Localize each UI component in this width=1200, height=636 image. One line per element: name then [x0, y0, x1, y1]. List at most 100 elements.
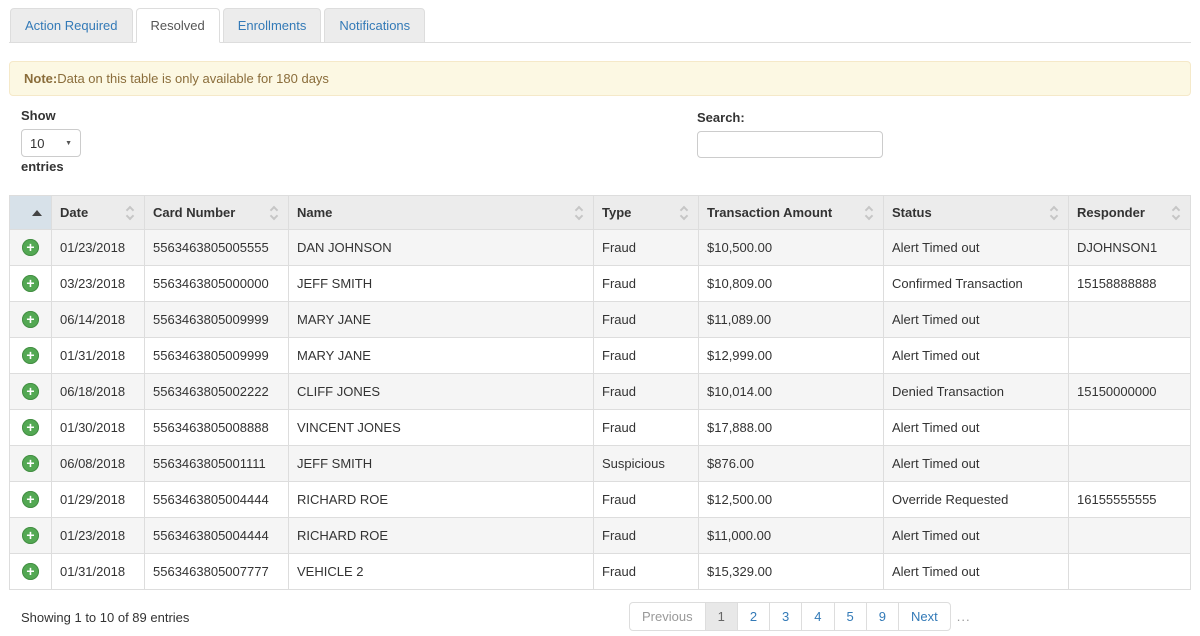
cell-responder: 16155555555	[1069, 482, 1191, 518]
cell-date: 01/31/2018	[52, 338, 145, 374]
cell-status: Override Requested	[884, 482, 1069, 518]
plus-circle-icon[interactable]: +	[22, 563, 39, 580]
cell-date: 01/31/2018	[52, 554, 145, 590]
column-header-label: Card Number	[153, 205, 235, 220]
column-header-name[interactable]: Name	[289, 196, 594, 230]
row-expand-cell: +	[10, 338, 52, 374]
row-expand-cell: +	[10, 482, 52, 518]
previous-page-button[interactable]: Previous	[629, 602, 706, 631]
column-header-status[interactable]: Status	[884, 196, 1069, 230]
showing-entries-text: Showing 1 to 10 of 89 entries	[9, 602, 1191, 633]
sort-icon	[269, 205, 281, 221]
row-expand-cell: +	[10, 446, 52, 482]
cell-date: 01/23/2018	[52, 518, 145, 554]
cell-date: 06/14/2018	[52, 302, 145, 338]
cell-status: Alert Timed out	[884, 338, 1069, 374]
pagination: Previous123459Next...	[630, 602, 971, 631]
column-header-label: Date	[60, 205, 88, 220]
page-button-1[interactable]: 1	[705, 602, 738, 631]
next-page-button[interactable]: Next	[898, 602, 951, 631]
row-expand-cell: +	[10, 410, 52, 446]
column-header-card-number[interactable]: Card Number	[145, 196, 289, 230]
cell-card-number: 5563463805004444	[145, 482, 289, 518]
table-row: +01/31/20185563463805007777VEHICLE 2Frau…	[10, 554, 1191, 590]
cell-status: Alert Timed out	[884, 410, 1069, 446]
column-header-transaction-amount[interactable]: Transaction Amount	[699, 196, 884, 230]
column-header-type[interactable]: Type	[594, 196, 699, 230]
cell-name: MARY JANE	[289, 302, 594, 338]
cell-responder	[1069, 554, 1191, 590]
page-button-4[interactable]: 4	[801, 602, 834, 631]
row-expand-cell: +	[10, 554, 52, 590]
cell-type: Fraud	[594, 266, 699, 302]
cell-responder: 15150000000	[1069, 374, 1191, 410]
column-header-date[interactable]: Date	[52, 196, 145, 230]
column-header-label: Responder	[1077, 205, 1145, 220]
table-row: +01/31/20185563463805009999MARY JANEFrau…	[10, 338, 1191, 374]
cell-transaction-amount: $10,809.00	[699, 266, 884, 302]
table-row: +06/14/20185563463805009999MARY JANEFrau…	[10, 302, 1191, 338]
tab-enrollments[interactable]: Enrollments	[223, 8, 322, 43]
cell-status: Alert Timed out	[884, 554, 1069, 590]
cell-name: RICHARD ROE	[289, 482, 594, 518]
plus-circle-icon[interactable]: +	[22, 347, 39, 364]
cell-responder	[1069, 410, 1191, 446]
cell-card-number: 5563463805005555	[145, 230, 289, 266]
plus-circle-icon[interactable]: +	[22, 527, 39, 544]
cell-date: 06/08/2018	[52, 446, 145, 482]
page-size-select[interactable]: 10 ▼	[21, 129, 81, 157]
cell-status: Alert Timed out	[884, 302, 1069, 338]
cell-type: Suspicious	[594, 446, 699, 482]
cell-name: VINCENT JONES	[289, 410, 594, 446]
cell-responder: DJOHNSON1	[1069, 230, 1191, 266]
page-button-3[interactable]: 3	[769, 602, 802, 631]
table-row: +01/23/20185563463805004444RICHARD ROEFr…	[10, 518, 1191, 554]
note-text: Data on this table is only available for…	[57, 71, 329, 86]
sort-down-arrow	[126, 211, 134, 219]
table-footer: Showing 1 to 10 of 89 entries Previous12…	[9, 602, 1191, 636]
cell-date: 01/29/2018	[52, 482, 145, 518]
page: Action RequiredResolvedEnrollmentsNotifi…	[0, 0, 1200, 636]
cell-card-number: 5563463805007777	[145, 554, 289, 590]
entries-label: entries	[21, 159, 1191, 174]
page-button-5[interactable]: 5	[834, 602, 867, 631]
sort-control-column-header[interactable]	[10, 196, 52, 230]
cell-status: Alert Timed out	[884, 446, 1069, 482]
cell-card-number: 5563463805009999	[145, 338, 289, 374]
page-button-2[interactable]: 2	[737, 602, 770, 631]
column-header-label: Type	[602, 205, 631, 220]
column-header-label: Transaction Amount	[707, 205, 832, 220]
show-entries-control: Show 10 ▼ entries	[21, 108, 1191, 174]
table-row: +06/18/20185563463805002222CLIFF JONESFr…	[10, 374, 1191, 410]
row-expand-cell: +	[10, 302, 52, 338]
cell-transaction-amount: $12,999.00	[699, 338, 884, 374]
results-table: Date Card Number Name Type Transaction Amoun…	[9, 195, 1191, 590]
cell-transaction-amount: $10,014.00	[699, 374, 884, 410]
cell-transaction-amount: $876.00	[699, 446, 884, 482]
plus-circle-icon[interactable]: +	[22, 239, 39, 256]
plus-circle-icon[interactable]: +	[22, 455, 39, 472]
tab-resolved[interactable]: Resolved	[136, 8, 220, 43]
cell-responder	[1069, 302, 1191, 338]
tab-action-required[interactable]: Action Required	[10, 8, 133, 43]
cell-status: Alert Timed out	[884, 230, 1069, 266]
cell-card-number: 5563463805001111	[145, 446, 289, 482]
sort-asc-icon	[32, 210, 42, 216]
row-expand-cell: +	[10, 518, 52, 554]
plus-circle-icon[interactable]: +	[22, 311, 39, 328]
column-header-responder[interactable]: Responder	[1069, 196, 1191, 230]
table-controls: Show 10 ▼ entries Search:	[9, 108, 1191, 180]
pagination-ellipsis: ...	[957, 609, 971, 624]
plus-circle-icon[interactable]: +	[22, 419, 39, 436]
tab-bar: Action RequiredResolvedEnrollmentsNotifi…	[9, 8, 1191, 43]
tab-notifications[interactable]: Notifications	[324, 8, 425, 43]
table-row: +01/29/20185563463805004444RICHARD ROEFr…	[10, 482, 1191, 518]
cell-name: VEHICLE 2	[289, 554, 594, 590]
search-input[interactable]	[697, 131, 883, 158]
page-button-9[interactable]: 9	[866, 602, 899, 631]
plus-circle-icon[interactable]: +	[22, 383, 39, 400]
plus-circle-icon[interactable]: +	[22, 491, 39, 508]
cell-type: Fraud	[594, 410, 699, 446]
plus-circle-icon[interactable]: +	[22, 275, 39, 292]
cell-name: CLIFF JONES	[289, 374, 594, 410]
